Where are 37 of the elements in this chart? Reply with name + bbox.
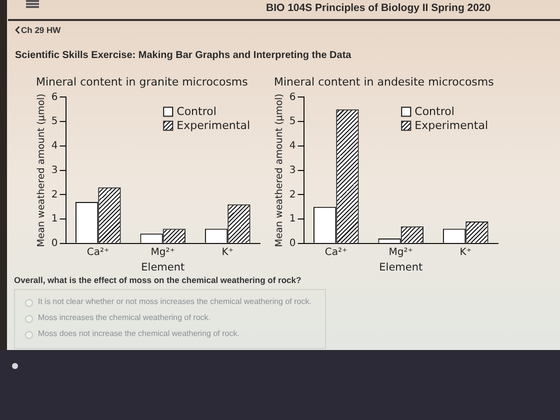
y-axis-title: Mean weathered amount (μmol) (274, 94, 286, 247)
y-tick-label: 4 (289, 140, 296, 152)
y-tick-label: 3 (289, 164, 296, 176)
text: Ch 29 HW (21, 24, 61, 34)
y-tick-label: 0 (289, 238, 296, 249)
y-tick-label: 3 (51, 164, 58, 176)
text: Moss does not increase the chemical weathering of rock. (38, 329, 240, 338)
legend-label: Control (176, 105, 216, 118)
x-axis-title: Element (141, 261, 185, 274)
y-tick-label: 0 (51, 238, 58, 249)
y-axis-title: Mean weathered amount (μmol) (36, 94, 48, 247)
chart-title: Mineral content in andesite microcosms (274, 75, 494, 88)
x-tick-label: Mg²⁺ (388, 246, 414, 258)
y-tick-label: 6 (51, 92, 58, 103)
x-axis-title: Element (379, 261, 423, 274)
text: Moss increases the chemical weathering of rock. (38, 313, 211, 322)
x-tick-label: K⁺ (460, 246, 472, 258)
y-tick-label: 4 (51, 140, 58, 152)
y-tick-label: 2 (51, 189, 58, 200)
text: Scientific Skills Exercise: Making Bar Graphs and Interpreting the Data (15, 50, 352, 61)
legend-label: Experimental (414, 119, 488, 132)
y-tick-label: 5 (51, 116, 58, 128)
text: It is not clear whether or not moss increases the chemical weathering of rock. (38, 297, 312, 306)
legend-label: Control (414, 105, 454, 118)
text: Overall, what is the effect of moss on the chemical weathering of rock? (14, 275, 302, 285)
x-tick-label: Ca²⁺ (324, 246, 348, 258)
y-tick-label: 5 (289, 116, 296, 128)
y-tick-label: 1 (289, 214, 296, 225)
text: BIO 104S Principles of Biology II Spring 2020 (266, 2, 491, 14)
legend-label: Experimental (176, 119, 250, 132)
x-tick-label: Ca²⁺ (86, 246, 110, 258)
x-tick-label: K⁺ (222, 246, 234, 258)
x-tick-label: Mg²⁺ (150, 246, 176, 258)
chart-title: Mineral content in granite microcosms (36, 75, 248, 88)
y-tick-label: 2 (289, 189, 296, 200)
y-tick-label: 1 (51, 214, 58, 225)
y-tick-label: 6 (289, 92, 296, 103)
